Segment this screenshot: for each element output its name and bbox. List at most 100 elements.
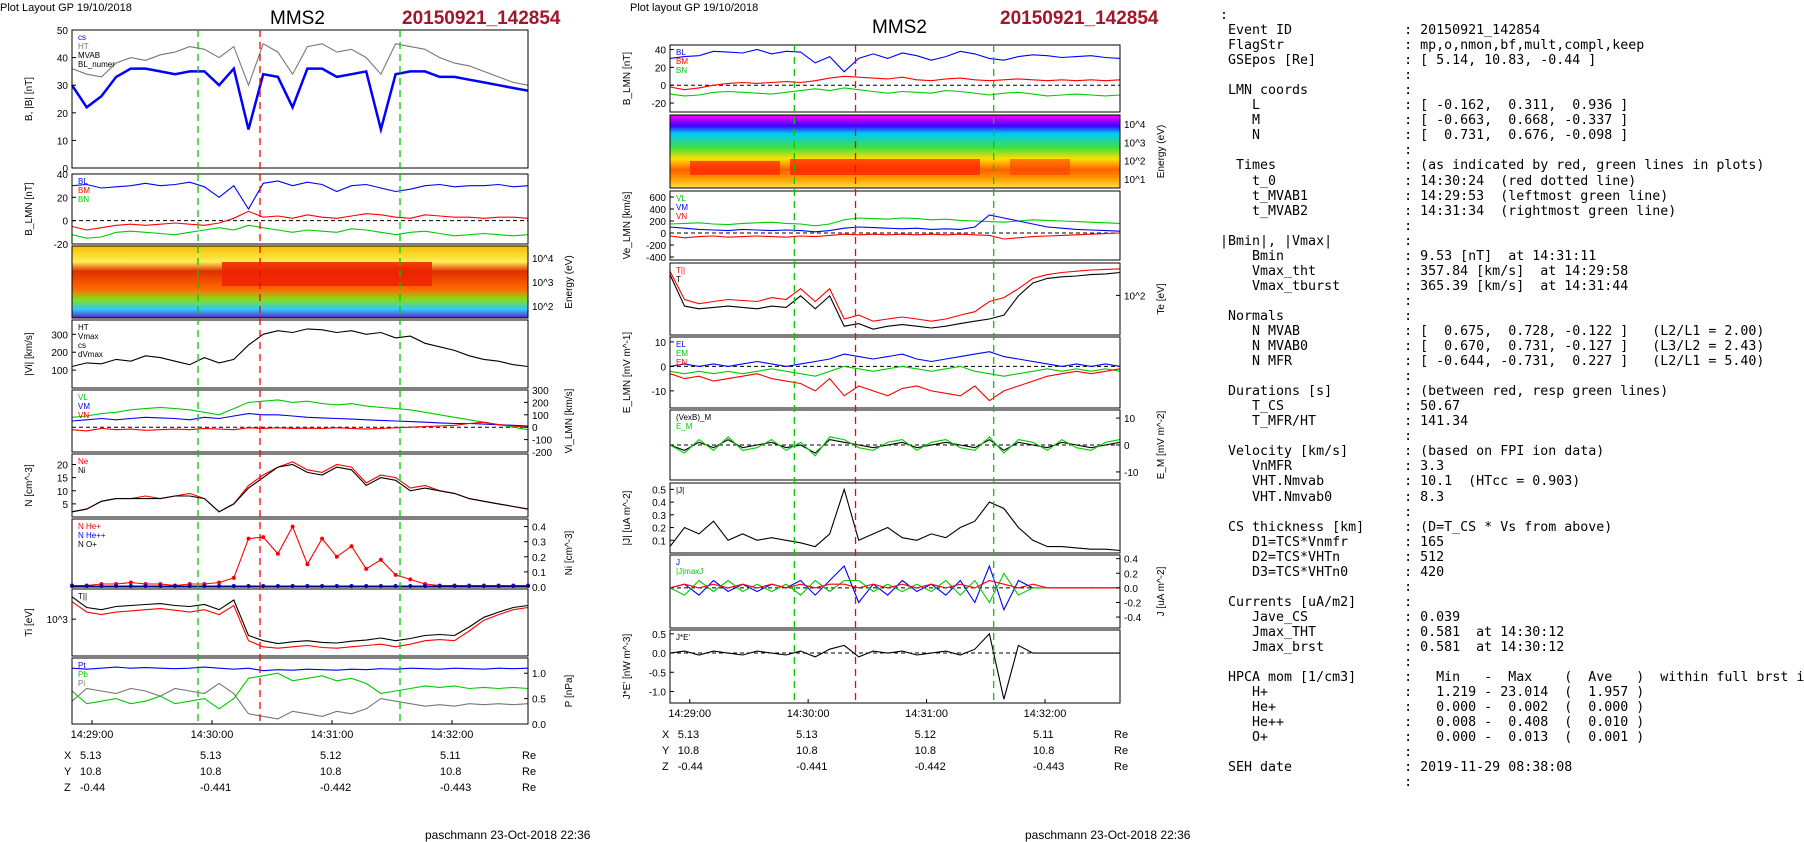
y-tick-label: 10^3 — [532, 278, 554, 289]
plot-layout-label-right: Plot layout GP 19/10/2018 — [630, 2, 759, 14]
coord-value: 10.8 — [440, 766, 462, 778]
y-tick-label: 200 — [649, 217, 666, 228]
spectrogram-hot-band — [790, 159, 980, 175]
coord-value: 10.8 — [200, 766, 222, 778]
y-tick-label: 40 — [57, 170, 69, 181]
y-tick-label: -200 — [532, 448, 552, 459]
y-tick-label: 50 — [57, 26, 69, 37]
y-tick-label: -0.5 — [649, 668, 667, 679]
spacecraft-title-left: MMS2 — [270, 8, 325, 29]
legend-label: EN — [676, 358, 687, 367]
x-tick-label: 14:32:00 — [1024, 708, 1067, 720]
legend-label: BN — [78, 195, 89, 204]
coord-value: -0.441 — [200, 782, 232, 794]
series-point — [378, 557, 383, 562]
summary-line: : — [1220, 579, 1413, 595]
summary-line: t_MVAB2 : 14:31:34 (rightmost green line… — [1220, 203, 1677, 219]
summary-line: : — [1220, 68, 1413, 84]
coord-unit: Re — [1114, 729, 1129, 741]
legend-label: BM — [676, 57, 688, 66]
y-tick-label: 0 — [62, 164, 68, 175]
panel: -1.0 -0.5 0.0 0.5 J*E' J*E' [nW m^-3] — [622, 629, 1121, 704]
y-tick-label: 0 — [62, 217, 68, 228]
coord-value: 5.12 — [320, 750, 342, 762]
y-tick-label: 10^3 — [1124, 138, 1146, 149]
summary-line: VHT.Nmvab0 : 8.3 — [1220, 489, 1445, 505]
coord-unit: Re — [522, 766, 537, 778]
y-tick-label: -10 — [652, 387, 667, 398]
series-point — [320, 536, 325, 541]
coord-unit: Re — [1114, 761, 1129, 773]
summary-line: LMN coords : — [1220, 83, 1413, 99]
series-line-gray — [71, 42, 529, 87]
summary-line: VHT.Nmvab : 10.1 (HTcc = 0.903) — [1220, 474, 1581, 490]
series-line-black — [71, 596, 529, 645]
y-tick-label: 0.3 — [532, 538, 546, 549]
legend-label: EL — [676, 340, 686, 349]
summary-line: N : [ 0.731, 0.676, -0.098 ] — [1220, 128, 1629, 144]
legend-label: Pi — [78, 679, 85, 688]
summary-line: M : [ -0.663, 0.668, -0.337 ] — [1220, 113, 1629, 129]
series-line-red — [669, 232, 1121, 240]
panel-frame — [71, 319, 529, 389]
series-point — [261, 535, 266, 540]
y-tick-label: -200 — [646, 241, 666, 252]
summary-line: : — [1220, 293, 1413, 309]
panel-frame — [71, 245, 529, 319]
event-summary-text: : Event ID : 20150921_142854 FlagStr : m… — [1220, 8, 1804, 790]
series-point — [246, 536, 251, 541]
y-axis-label: |Vi| [km/s] — [24, 332, 35, 376]
coord-unit: Re — [1114, 745, 1129, 757]
summary-line: : — [1220, 369, 1413, 385]
y-axis-label: Energy (eV) — [1156, 125, 1167, 178]
summary-line: N MVAB0 : [ 0.670, 0.731, -0.127 ] (L3/L… — [1220, 339, 1765, 355]
coord-value: 10.8 — [914, 745, 936, 757]
legend-label: T|| — [676, 266, 685, 275]
y-axis-label: Vi_LMN [km/s] — [564, 388, 575, 453]
panel-frame — [669, 554, 1121, 629]
y-tick-label: 0 — [532, 423, 538, 434]
legend-label: N He++ — [78, 531, 106, 540]
panel-frame — [71, 657, 529, 725]
legend-label: (VexB)_M — [676, 413, 711, 422]
series-line-green — [669, 572, 1120, 604]
y-tick-label: 400 — [649, 205, 666, 216]
legend-label: T|| — [78, 592, 87, 601]
series-line-black — [71, 328, 529, 368]
y-tick-label: 200 — [532, 398, 549, 409]
y-axis-label: Ve_LMN [km/s] — [622, 191, 633, 259]
summary-line: Event ID : 20150921_142854 — [1220, 23, 1541, 39]
summary-line: N MFR : [ -0.644, -0.731, 0.227 ] (L2/L1… — [1220, 354, 1765, 370]
y-tick-label: 20 — [57, 461, 69, 472]
y-tick-label: 20 — [57, 109, 69, 120]
y-tick-label: 5 — [62, 500, 68, 511]
y-tick-label: 0 — [660, 362, 666, 373]
summary-line: GSEpos [Re] : [ 5.14, 10.83, -0.44 ] — [1220, 53, 1597, 69]
summary-line: Vmax_tht : 357.84 [km/s] at 14:29:58 — [1220, 263, 1629, 279]
legend-label: VN — [78, 411, 89, 420]
y-axis-label: Te [eV] — [1156, 283, 1167, 314]
panel-frame — [669, 629, 1121, 704]
coord-label: Z — [64, 782, 71, 794]
x-tick-label: 14:30:00 — [191, 729, 234, 741]
series-line-black — [669, 487, 1121, 552]
y-tick-label: 10^2 — [532, 302, 554, 313]
series-line-blue — [669, 48, 1121, 73]
panel-frame — [669, 336, 1121, 409]
series-point — [334, 554, 339, 559]
y-tick-label: 200 — [51, 348, 68, 359]
legend-label: N He+ — [78, 522, 101, 531]
y-tick-label: 0.4 — [1124, 555, 1138, 566]
series-point — [408, 577, 413, 582]
summary-line: : — [1220, 8, 1229, 23]
summary-line: : — [1220, 218, 1413, 234]
y-tick-label: 0 — [660, 81, 666, 92]
y-tick-label: 10^1 — [1124, 175, 1146, 186]
legend-label: J — [676, 558, 680, 567]
summary-line: Normals : — [1220, 308, 1413, 324]
coord-label: Y — [662, 745, 670, 757]
y-tick-label: 0.2 — [1124, 569, 1138, 580]
